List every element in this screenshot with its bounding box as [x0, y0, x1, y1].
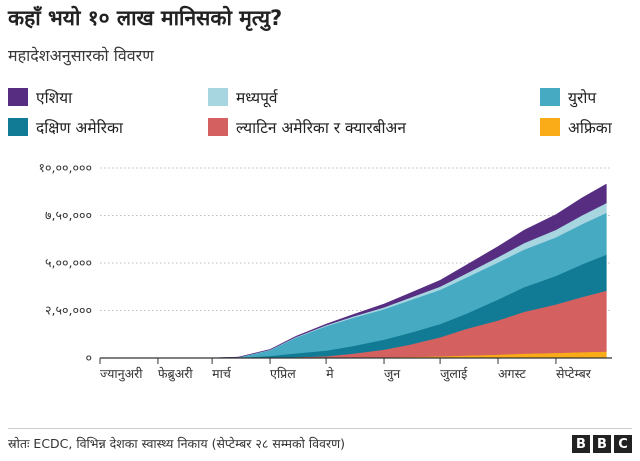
chart-title: कहाँ भयो १० लाख मानिसको मृत्यु? — [8, 6, 283, 30]
x-tick-label: एप्रिल — [270, 366, 296, 381]
legend-item-latin-america: ल्याटिन अमेरिका र क्यारबीअन — [208, 116, 406, 138]
legend-label-latin-america: ल्याटिन अमेरिका र क्यारबीअन — [236, 119, 406, 137]
legend-label-asia: एशिया — [36, 89, 73, 107]
x-tick-label: जुन — [384, 366, 401, 382]
y-tick-label: १०,००,००० — [39, 160, 92, 175]
bbc-logo: B B C — [572, 435, 632, 453]
legend-swatch-africa — [540, 118, 560, 136]
legend-item-asia: एशिया — [8, 86, 72, 108]
logo-letter: B — [572, 435, 590, 453]
stacked-area-chart: ० २,५०,००० ५,००,००० ७,५०,००० १०,००,००० ज्यानु… — [39, 160, 612, 382]
legend-label-middle-east: मध्यपूर्व — [236, 89, 278, 107]
legend-item-africa: अफ्रिका — [540, 116, 612, 138]
y-tick-label: ५,००,००० — [45, 255, 92, 270]
y-tick-label: ० — [85, 350, 92, 365]
footer-divider — [8, 428, 632, 429]
legend-item-middle-east: मध्यपूर्व — [208, 86, 278, 108]
logo-letter: B — [593, 435, 611, 453]
x-tick-label: मार्च — [212, 366, 232, 381]
logo-letter: C — [614, 435, 632, 453]
legend-item-south-america: दक्षिण अमेरिका — [8, 116, 123, 138]
legend-swatch-asia — [8, 88, 28, 106]
x-tick-label: मे — [326, 366, 334, 381]
x-tick-label: जुलाई — [440, 366, 468, 382]
legend-swatch-middle-east — [208, 88, 228, 106]
legend-swatch-south-america — [8, 118, 28, 136]
x-tick-label: ज्यानुअरी — [100, 366, 143, 382]
legend-swatch-latin-america — [208, 118, 228, 136]
y-tick-label: २,५०,००० — [45, 303, 92, 318]
legend-swatch-europe — [540, 88, 560, 106]
chart-subtitle: महादेशअनुसारको विवरण — [8, 46, 154, 65]
area-series-5 — [100, 183, 607, 359]
y-tick-label: ७,५०,००० — [45, 208, 92, 223]
legend-item-europe: युरोप — [540, 86, 596, 108]
source-note: स्रोतः ECDC, विभिन्न देशका स्वास्थ्य निक… — [8, 436, 346, 451]
legend-label-south-america: दक्षिण अमेरिका — [36, 119, 123, 137]
x-tick-label: सेप्टेम्बर — [556, 366, 592, 381]
x-tick-label: फेब्रुअरी — [158, 366, 193, 382]
legend-label-africa: अफ्रिका — [568, 119, 612, 137]
x-tick-label: अगस्ट — [498, 366, 526, 381]
legend-label-europe: युरोप — [568, 89, 597, 107]
